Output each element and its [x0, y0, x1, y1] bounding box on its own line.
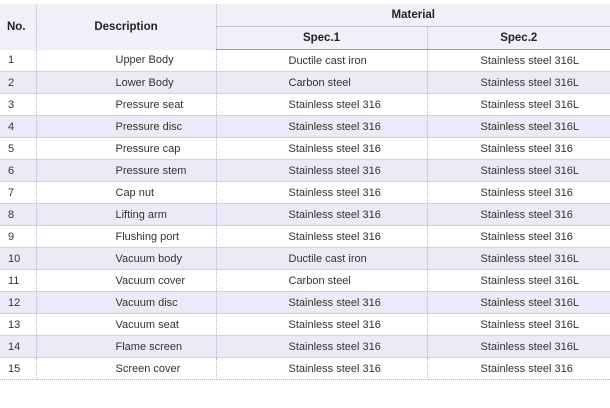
cell-spec-1: Stainless steel 316 — [216, 335, 428, 358]
cell-no: 15 — [0, 357, 37, 380]
header-no: No. — [0, 4, 37, 50]
cell-no: 4 — [0, 115, 37, 138]
cell-description: Cap nut — [36, 181, 217, 204]
cell-spec-2: Stainless steel 316L — [427, 313, 610, 336]
cell-no: 13 — [0, 313, 37, 336]
cell-spec-2: Stainless steel 316L — [427, 335, 610, 358]
header-description: Description — [36, 4, 217, 50]
table-row: 14 Flame screen Stainless steel 316 Stainle… — [0, 335, 610, 358]
cell-description: Vacuum seat — [36, 313, 217, 336]
cell-no: 7 — [0, 181, 37, 204]
cell-spec-1: Ductile cast iron — [216, 247, 428, 270]
table-row: 3 Pressure seat Stainless steel 316 Stainle… — [0, 93, 610, 116]
cell-description: Flushing port — [36, 225, 217, 248]
table-row: 13 Vacuum seat Stainless steel 316 Stainles… — [0, 313, 610, 336]
table-row: 12 Vacuum disc Stainless steel 316 Stainles… — [0, 291, 610, 314]
table-row: 1 Upper Body Ductile cast iron Stainless st… — [0, 49, 610, 72]
cell-description: Vacuum cover — [36, 269, 217, 292]
cell-spec-2: Stainless steel 316 — [427, 357, 610, 380]
cell-spec-2: Stainless steel 316L — [427, 291, 610, 314]
table-row: 7 Cap nut Stainless steel 316 Stainless ste… — [0, 181, 610, 204]
cell-spec-1: Stainless steel 316 — [216, 181, 428, 204]
cell-description: Lower Body — [36, 71, 217, 94]
cell-description: Flame screen — [36, 335, 217, 358]
cell-description: Pressure disc — [36, 115, 217, 138]
cell-spec-2: Stainless steel 316 — [427, 181, 610, 204]
cell-description: Pressure stem — [36, 159, 217, 182]
table-header: No. Description Material Spec.1 Spec.2 — [0, 4, 610, 50]
cell-description: Upper Body — [36, 49, 217, 72]
table-row: 8 Lifting arm Stainless steel 316 Stainless… — [0, 203, 610, 226]
header-material: Material — [216, 4, 610, 27]
cell-description: Vacuum body — [36, 247, 217, 270]
cell-no: 12 — [0, 291, 37, 314]
table-row: 2 Lower Body Carbon steel Stainless steel 3… — [0, 71, 610, 94]
cell-no: 8 — [0, 203, 37, 226]
table-row: 15 Screen cover Stainless steel 316 Stainle… — [0, 357, 610, 380]
cell-spec-1: Carbon steel — [216, 269, 428, 292]
cell-no: 5 — [0, 137, 37, 160]
table-row: 6 Pressure stem Stainless steel 316 Stainle… — [0, 159, 610, 182]
cell-no: 14 — [0, 335, 37, 358]
cell-spec-1: Stainless steel 316 — [216, 225, 428, 248]
cell-no: 2 — [0, 71, 37, 94]
cell-spec-2: Stainless steel 316L — [427, 247, 610, 270]
cell-no: 1 — [0, 49, 37, 72]
cell-description: Lifting arm — [36, 203, 217, 226]
cell-no: 10 — [0, 247, 37, 270]
cell-spec-1: Stainless steel 316 — [216, 159, 428, 182]
cell-no: 3 — [0, 93, 37, 116]
table-row: 10 Vacuum body Ductile cast iron Stainless … — [0, 247, 610, 270]
cell-spec-1: Stainless steel 316 — [216, 203, 428, 226]
cell-description: Vacuum disc — [36, 291, 217, 314]
cell-spec-1: Carbon steel — [216, 71, 428, 94]
cell-spec-1: Ductile cast iron — [216, 49, 428, 72]
cell-no: 9 — [0, 225, 37, 248]
cell-description: Screen cover — [36, 357, 217, 380]
cell-spec-1: Stainless steel 316 — [216, 313, 428, 336]
cell-spec-1: Stainless steel 316 — [216, 137, 428, 160]
cell-no: 11 — [0, 269, 37, 292]
table-row: 11 Vacuum cover Carbon steel Stainless stee… — [0, 269, 610, 292]
table-row: 4 Pressure disc Stainless steel 316 Stainle… — [0, 115, 610, 138]
cell-spec-2: Stainless steel 316 — [427, 137, 610, 160]
cell-spec-2: Stainless steel 316L — [427, 159, 610, 182]
cell-spec-1: Stainless steel 316 — [216, 291, 428, 314]
cell-description: Pressure cap — [36, 137, 217, 160]
cell-spec-2: Stainless steel 316 — [427, 203, 610, 226]
material-spec-table: No. Description Material Spec.1 Spec.2 1… — [0, 4, 610, 380]
cell-spec-2: Stainless steel 316L — [427, 115, 610, 138]
cell-spec-1: Stainless steel 316 — [216, 93, 428, 116]
cell-spec-2: Stainless steel 316L — [427, 49, 610, 72]
table-row: 5 Pressure cap Stainless steel 316 Stainles… — [0, 137, 610, 160]
header-spec-2: Spec.2 — [427, 26, 610, 50]
header-spec-1: Spec.1 — [216, 26, 428, 50]
cell-no: 6 — [0, 159, 37, 182]
cell-spec-2: Stainless steel 316L — [427, 269, 610, 292]
cell-spec-1: Stainless steel 316 — [216, 357, 428, 380]
cell-spec-2: Stainless steel 316L — [427, 93, 610, 116]
cell-description: Pressure seat — [36, 93, 217, 116]
table-body: 1 Upper Body Ductile cast iron Stainless st… — [0, 49, 610, 380]
cell-spec-2: Stainless steel 316 — [427, 225, 610, 248]
table-row: 9 Flushing port Stainless steel 316 Stainle… — [0, 225, 610, 248]
cell-spec-2: Stainless steel 316L — [427, 71, 610, 94]
cell-spec-1: Stainless steel 316 — [216, 115, 428, 138]
